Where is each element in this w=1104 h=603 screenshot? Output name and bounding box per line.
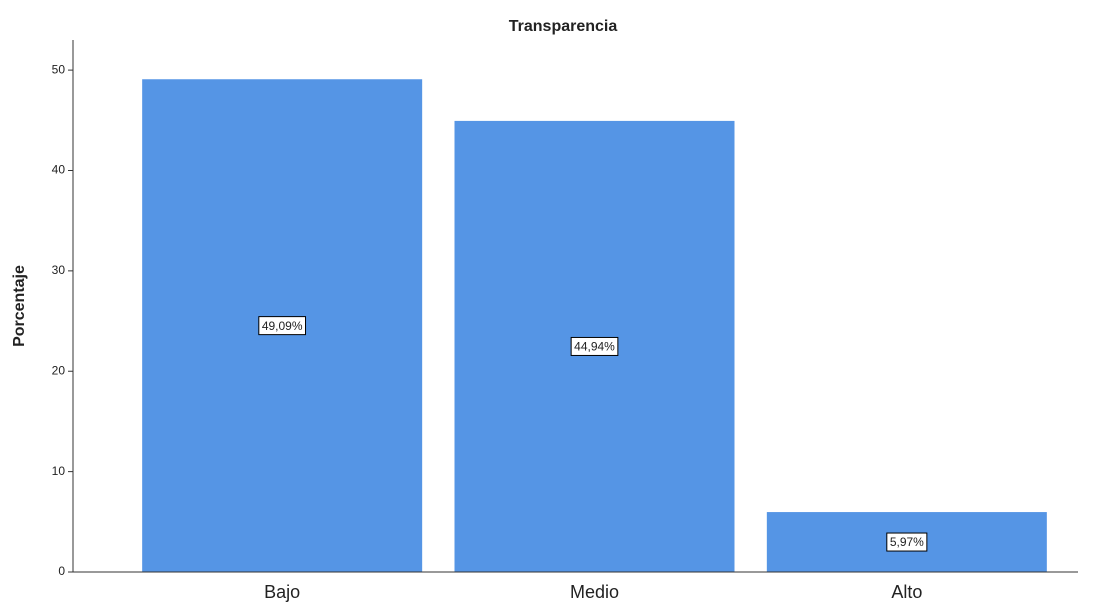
y-tick-label: 0 <box>58 564 65 578</box>
value-label-box <box>886 532 928 552</box>
y-tick-label: 10 <box>52 464 66 478</box>
value-label: 49,09% <box>262 319 303 333</box>
y-tick-label: 40 <box>52 163 66 177</box>
y-axis-label: Porcentaje <box>11 265 28 347</box>
value-label: 44,94% <box>574 340 615 354</box>
x-tick-label: Alto <box>891 582 922 602</box>
chart-title: Transparencia <box>509 18 618 35</box>
x-tick-label: Bajo <box>264 582 300 602</box>
x-tick-label: Medio <box>570 582 619 602</box>
y-tick-label: 50 <box>52 62 66 76</box>
value-label: 5,97% <box>890 535 924 549</box>
value-label-box <box>570 336 619 356</box>
y-tick-label: 20 <box>52 363 66 377</box>
y-tick-label: 30 <box>52 263 66 277</box>
value-label-box <box>258 316 307 336</box>
